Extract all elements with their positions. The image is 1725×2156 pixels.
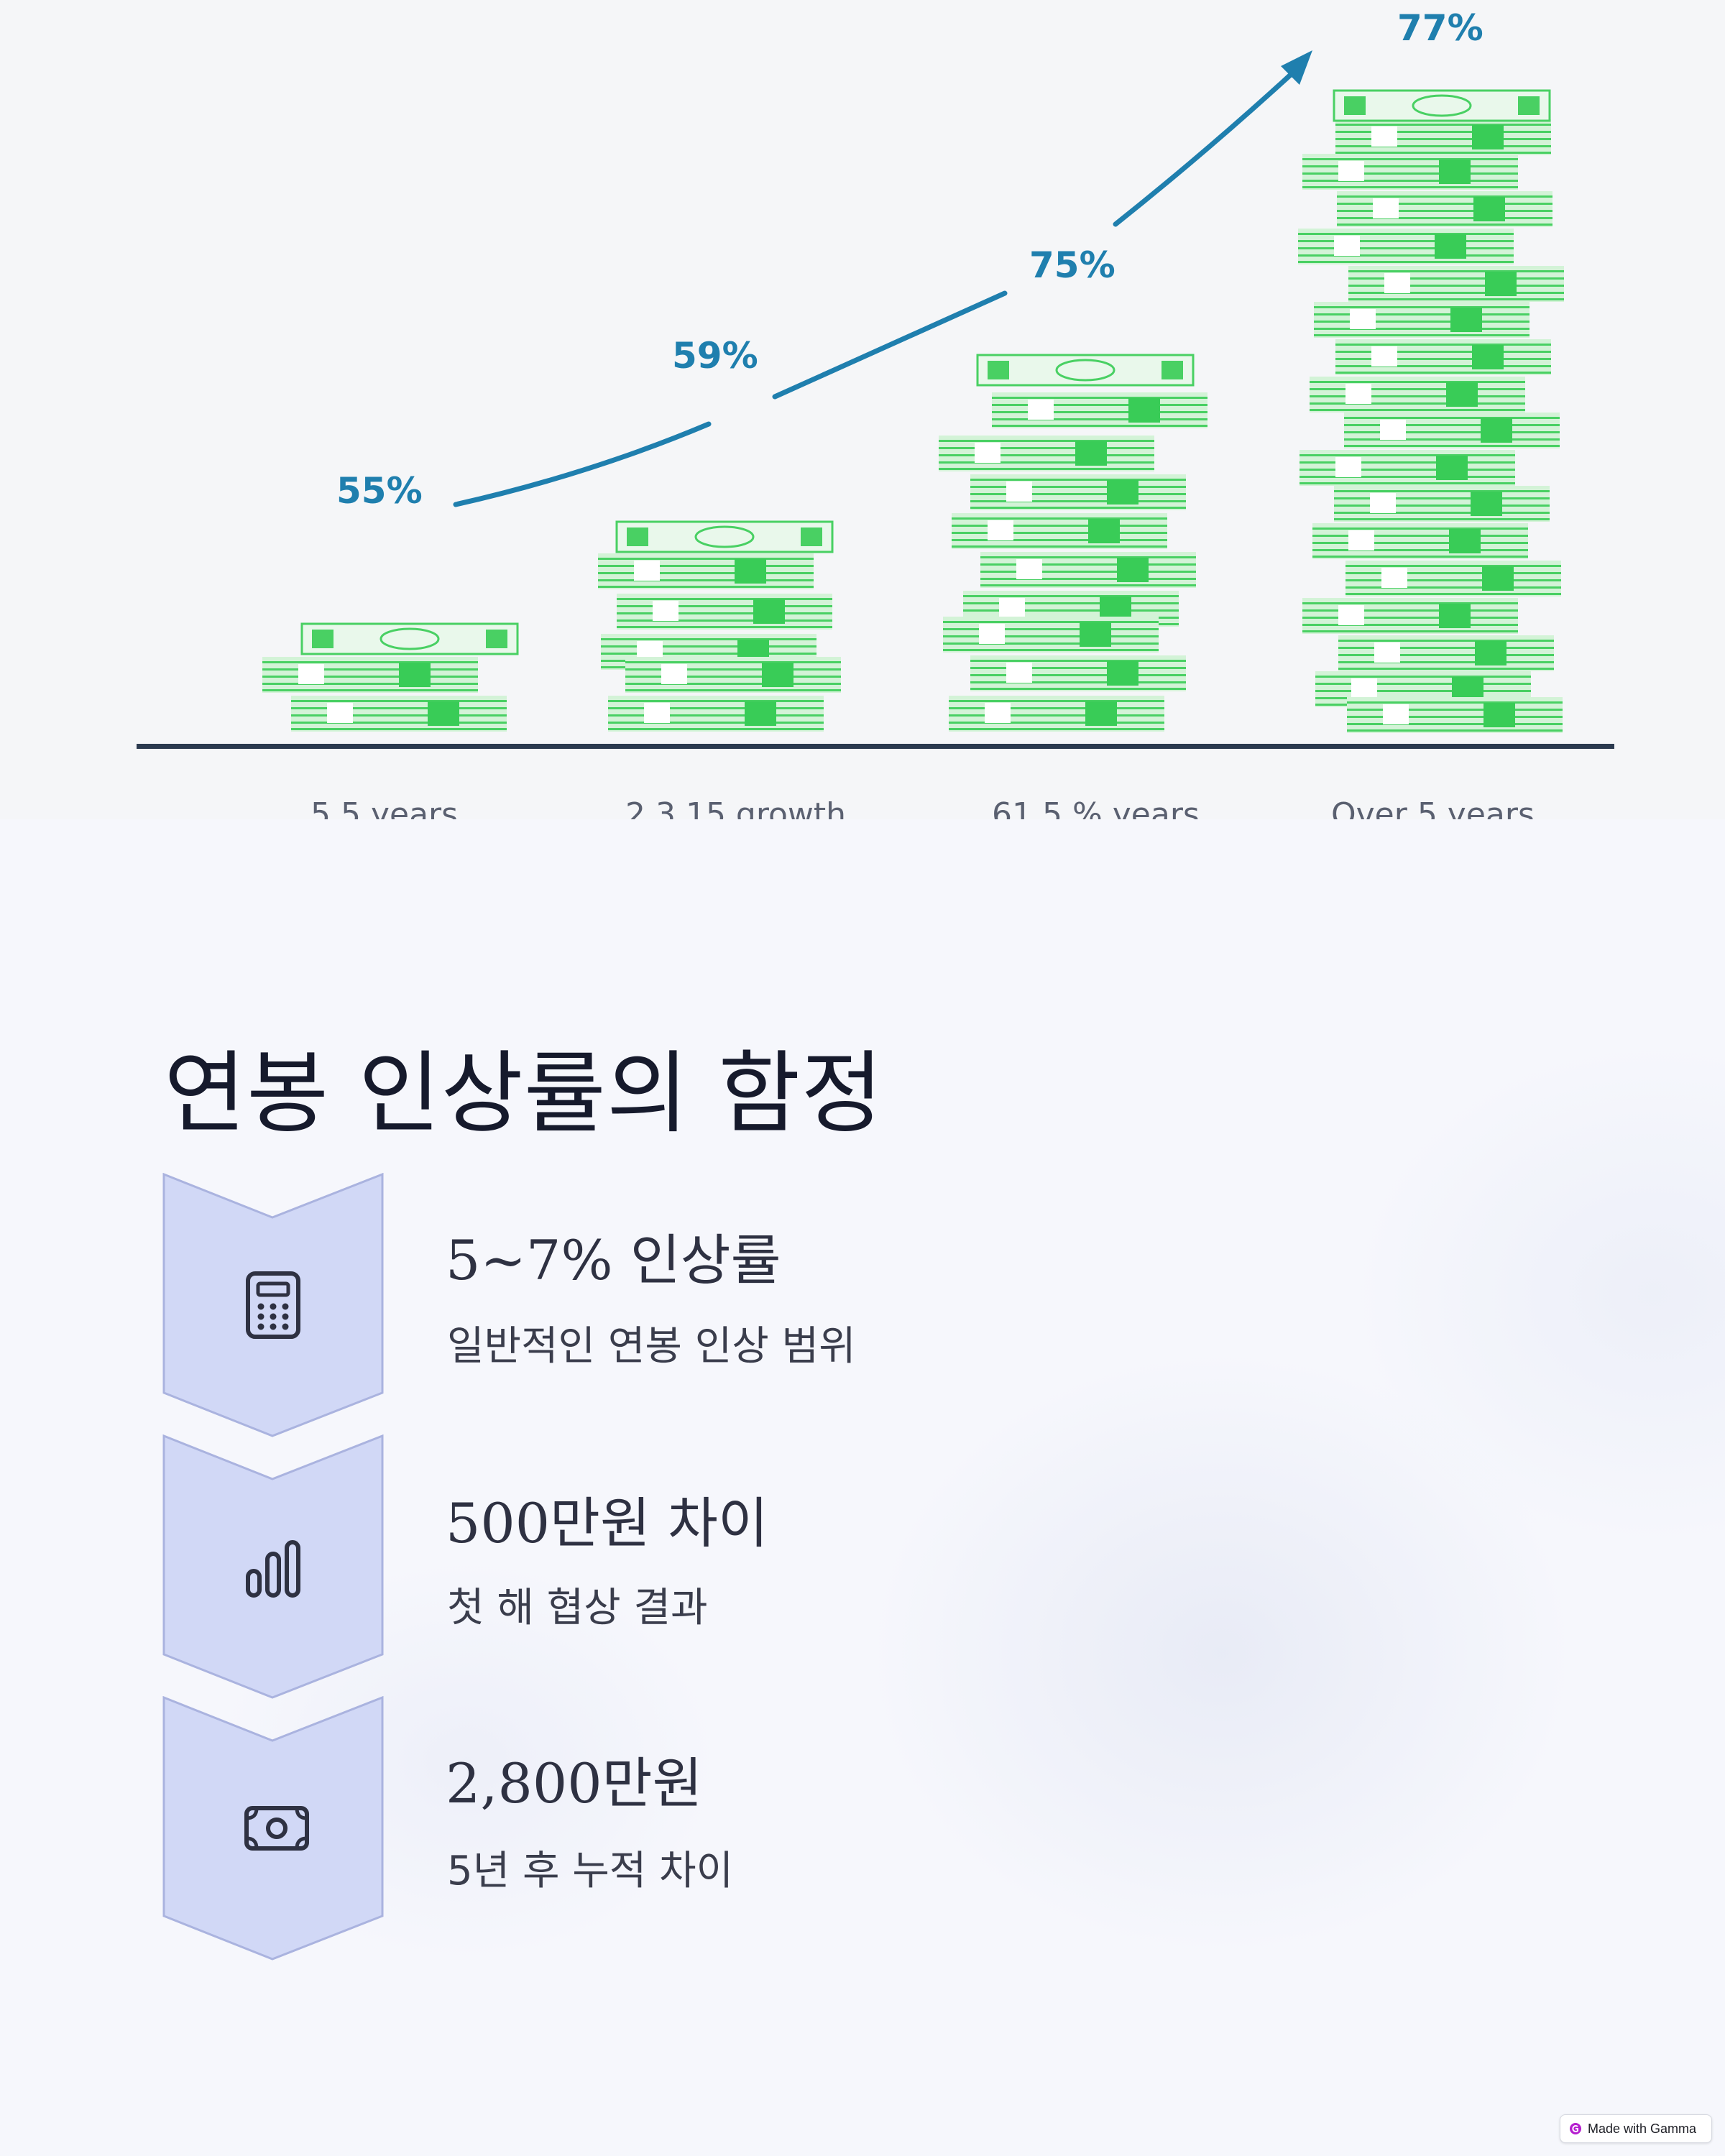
page-title: 연봉 인상률의 함정 bbox=[164, 1042, 884, 1146]
calculator-icon bbox=[246, 1271, 300, 1339]
banknote-icon bbox=[244, 1806, 309, 1851]
hero-illustration: 55% 59% 75% 77% bbox=[0, 0, 1725, 819]
growth-label-1: 55% bbox=[336, 470, 423, 512]
x-label-1: 5.5 years bbox=[310, 796, 458, 819]
x-label-3: 61.5 % years bbox=[992, 796, 1200, 819]
x-label-2: 2.3.15 growth bbox=[625, 796, 846, 819]
chevron-shape bbox=[162, 1696, 384, 1961]
money-stack-3 bbox=[939, 354, 1208, 732]
bar-chart-icon bbox=[246, 1540, 300, 1598]
money-stack-4 bbox=[1298, 89, 1564, 733]
step-2 bbox=[162, 1434, 385, 1699]
step-1-title: 5~7% 인상률 bbox=[446, 1228, 781, 1292]
step-1-desc: 일반적인 연봉 인상 범위 bbox=[447, 1323, 856, 1370]
growth-label-4: 77% bbox=[1397, 7, 1484, 49]
chevron-shape bbox=[162, 1434, 384, 1699]
growth-label-2: 59% bbox=[672, 335, 758, 377]
gamma-logo-icon bbox=[1570, 2123, 1581, 2134]
badge-label: Made with Gamma bbox=[1588, 2121, 1697, 2136]
growth-arrow bbox=[453, 69, 1297, 507]
step-3-title: 2,800만원 bbox=[446, 1751, 703, 1815]
money-stack-2 bbox=[598, 520, 841, 732]
made-with-gamma-badge[interactable]: Made with Gamma bbox=[1560, 2114, 1712, 2143]
arrow-head-icon bbox=[1281, 50, 1312, 85]
step-1 bbox=[162, 1173, 385, 1437]
chart-baseline bbox=[137, 744, 1614, 749]
money-stack-1 bbox=[262, 622, 519, 732]
growth-illustration: 55% 59% 75% 77% bbox=[137, 7, 1614, 819]
step-2-title: 500만원 차이 bbox=[446, 1491, 768, 1555]
step-3 bbox=[162, 1696, 385, 1961]
x-label-4: Over 5 years bbox=[1331, 796, 1535, 819]
step-3-desc: 5년 후 누적 차이 bbox=[447, 1848, 734, 1894]
step-2-desc: 첫 해 협상 결과 bbox=[447, 1585, 708, 1631]
growth-label-3: 75% bbox=[1029, 244, 1116, 286]
